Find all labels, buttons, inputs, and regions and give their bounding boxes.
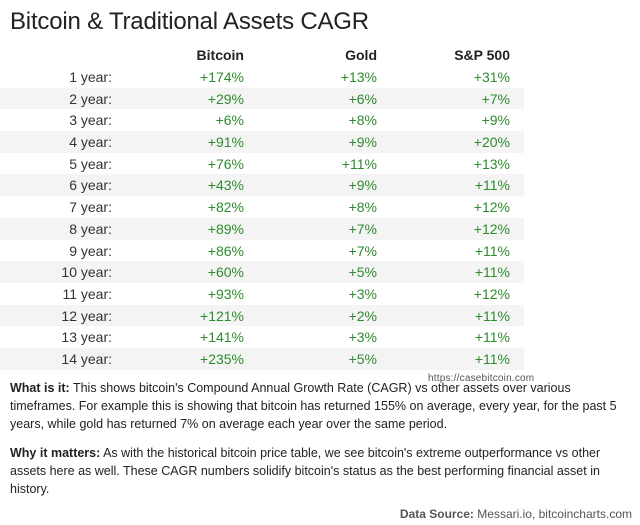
bitcoin-cagr: +91%: [207, 134, 244, 151]
row-label: 7 year:: [69, 199, 112, 216]
sp500-cagr: +31%: [473, 69, 510, 85]
gold-cagr: +6%: [348, 90, 377, 107]
gold-cagr: +8%: [348, 112, 377, 129]
gold-cagr: +8%: [348, 199, 377, 216]
bitcoin-cagr: +89%: [207, 220, 244, 237]
bitcoin-cagr: +86%: [207, 242, 244, 259]
cagr-table: Bitcoin Gold S&P 500 1 year: +174% +13% +31…: [0, 44, 524, 370]
bitcoin-cagr: +76%: [207, 155, 244, 172]
sp500-cagr: +11%: [474, 264, 510, 281]
table-row: 3 year: +6% +8% +9%: [0, 109, 524, 131]
sp500-cagr: +11%: [474, 177, 510, 194]
what-is-it-label: What is it:: [10, 381, 70, 395]
gold-cagr: +9%: [348, 177, 377, 194]
data-source-text: Messari.io, bitcoincharts.com: [473, 507, 632, 521]
row-label: 11 year:: [62, 285, 112, 302]
table-row: 2 year: +29% +6% +7%: [0, 87, 524, 110]
gold-cagr: +7%: [348, 220, 377, 237]
gold-cagr: +5%: [348, 350, 377, 367]
sp500-cagr: +11%: [474, 350, 510, 367]
watermark: https://casebitcoin.com: [428, 373, 535, 384]
table-row: 13 year: +141% +3% +11%: [0, 326, 524, 348]
table-row: 9 year: +86% +7% +11%: [0, 240, 524, 262]
bitcoin-cagr: +60%: [207, 264, 244, 281]
bitcoin-cagr: +6%: [215, 112, 244, 129]
sp500-cagr: +12%: [473, 285, 510, 302]
row-label: 5 year:: [69, 155, 112, 172]
gold-cagr: +2%: [348, 307, 377, 324]
what-is-it-paragraph: What is it: This shows bitcoin's Compoun…: [10, 379, 632, 433]
row-label: 12 year:: [61, 307, 112, 324]
bitcoin-cagr: +235%: [200, 350, 244, 367]
gold-cagr: +13%: [340, 69, 377, 85]
row-label: 6 year:: [69, 177, 112, 194]
why-it-matters-label: Why it matters:: [10, 446, 101, 460]
row-label: 1 year:: [69, 69, 112, 85]
gold-cagr: +3%: [348, 285, 377, 302]
table-header: Bitcoin Gold S&P 500: [0, 44, 524, 66]
bitcoin-cagr: +174%: [200, 69, 244, 85]
table-row: 8 year: +89% +7% +12%: [0, 217, 524, 240]
sp500-cagr: +12%: [473, 220, 510, 237]
row-label: 3 year:: [69, 112, 112, 129]
sp500-cagr: +11%: [474, 329, 510, 346]
gold-cagr: +3%: [348, 329, 377, 346]
bitcoin-cagr: +82%: [207, 199, 244, 216]
table-row: 4 year: +91% +9% +20%: [0, 131, 524, 153]
header-bitcoin: Bitcoin: [196, 47, 244, 63]
bitcoin-cagr: +43%: [207, 177, 244, 194]
table-row: 11 year: +93% +3% +12%: [0, 283, 524, 305]
data-source: Data Source: Messari.io, bitcoincharts.c…: [400, 507, 632, 521]
bitcoin-cagr: +121%: [200, 307, 244, 324]
sp500-cagr: +12%: [473, 199, 510, 216]
table-row: 6 year: +43% +9% +11%: [0, 174, 524, 197]
bitcoin-cagr: +141%: [200, 329, 244, 346]
row-label: 9 year:: [69, 242, 112, 259]
sp500-cagr: +7%: [481, 90, 510, 107]
table-body: 1 year: +174% +13% +31% 2 year: +29% +6% +7% 3 y…: [0, 66, 524, 370]
row-label: 4 year:: [69, 134, 112, 151]
gold-cagr: +9%: [348, 134, 377, 151]
sp500-cagr: +11%: [474, 242, 510, 259]
table-row: 7 year: +82% +8% +12%: [0, 196, 524, 218]
table-row: 10 year: +60% +5% +11%: [0, 261, 524, 283]
table-row: 14 year: +235% +5% +11%: [0, 347, 524, 370]
what-is-it-text: This shows bitcoin's Compound Annual Gro…: [10, 381, 617, 431]
gold-cagr: +7%: [348, 242, 377, 259]
row-label: 2 year:: [69, 90, 112, 107]
bitcoin-cagr: +29%: [207, 90, 244, 107]
header-gold: Gold: [345, 47, 377, 63]
why-it-matters-text: As with the historical bitcoin price tab…: [10, 446, 601, 496]
header-sp500: S&P 500: [454, 47, 510, 63]
page-title: Bitcoin & Traditional Assets CAGR: [10, 8, 369, 35]
data-source-label: Data Source:: [399, 507, 474, 521]
sp500-cagr: +13%: [473, 155, 510, 172]
table-row: 5 year: +76% +11% +13%: [0, 153, 524, 175]
gold-cagr: +5%: [348, 264, 377, 281]
row-label: 8 year:: [69, 220, 112, 237]
sp500-cagr: +20%: [473, 134, 510, 151]
sp500-cagr: +11%: [474, 307, 510, 324]
row-label: 10 year:: [61, 264, 112, 281]
sp500-cagr: +9%: [481, 112, 510, 129]
gold-cagr: +11%: [341, 155, 377, 172]
bitcoin-cagr: +93%: [207, 285, 244, 302]
why-it-matters-paragraph: Why it matters: As with the historical b…: [10, 444, 632, 498]
table-row: 1 year: +174% +13% +31%: [0, 66, 524, 88]
row-label: 13 year:: [61, 329, 112, 346]
table-row: 12 year: +121% +2% +11%: [0, 304, 524, 327]
row-label: 14 year:: [61, 350, 112, 367]
